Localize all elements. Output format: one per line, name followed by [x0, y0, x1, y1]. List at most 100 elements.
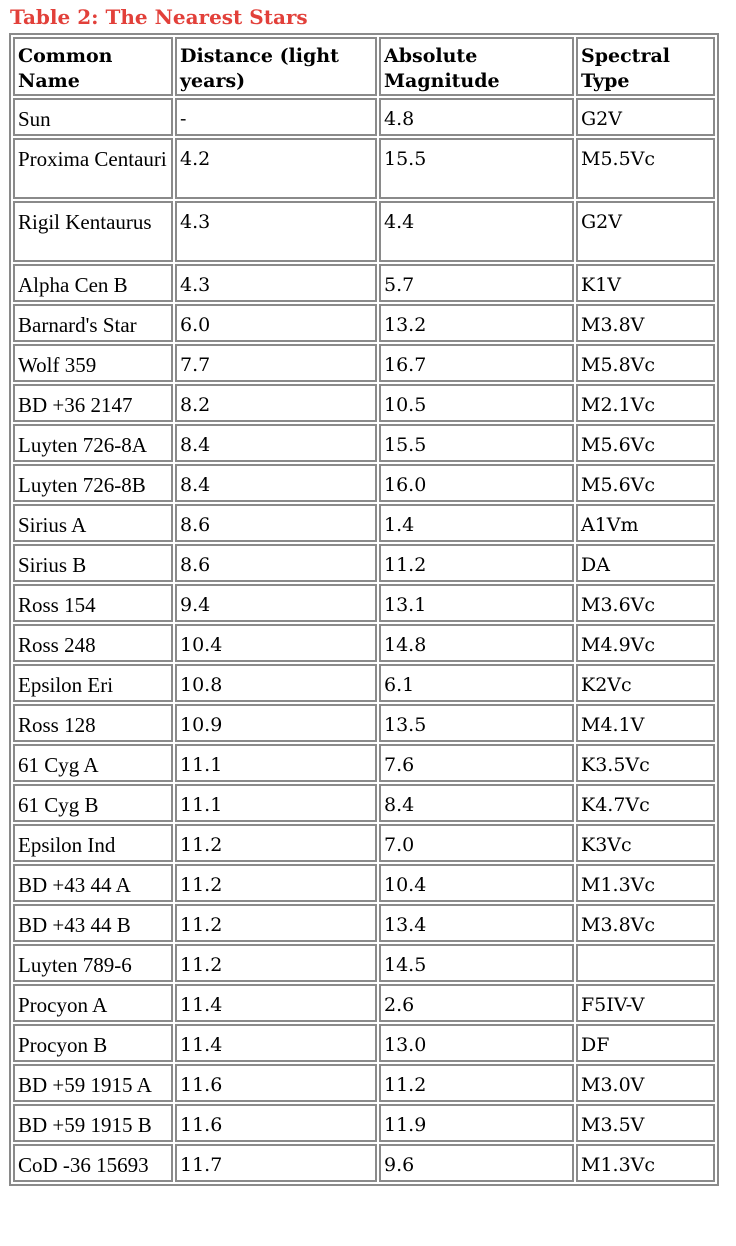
distance-cell: 7.7: [175, 344, 377, 382]
magnitude-cell: 13.0: [379, 1024, 574, 1062]
star-name-cell: Wolf 359: [13, 344, 173, 382]
magnitude-cell: 14.8: [379, 624, 574, 662]
magnitude-cell: 15.5: [379, 138, 574, 199]
distance-cell: 4.3: [175, 201, 377, 262]
magnitude-cell: 7.6: [379, 744, 574, 782]
distance-cell: 11.1: [175, 744, 377, 782]
table-row: Rigil Kentaurus 4.3 4.4 G2V: [13, 201, 715, 262]
table-row: BD +59 1915 A 11.6 11.2 M3.0V: [13, 1064, 715, 1102]
table-body: Sun -4.8 G2V Proxima Centauri 4.2 15.5 M5.5Vc R…: [13, 98, 715, 1182]
star-name-cell: Ross 128: [13, 704, 173, 742]
spectral-type-cell: K2Vc: [576, 664, 715, 702]
spectral-type-cell: [576, 944, 715, 982]
magnitude-cell: 5.7: [379, 264, 574, 302]
distance-cell: 10.4: [175, 624, 377, 662]
table-row: Ross 248 10.4 14.8 M4.9Vc: [13, 624, 715, 662]
star-name-cell: Alpha Cen B: [13, 264, 173, 302]
star-name-cell: Proxima Centauri: [13, 138, 173, 199]
distance-cell: 8.6: [175, 544, 377, 582]
distance-cell: 11.2: [175, 944, 377, 982]
star-name-cell: Luyten 726-8A: [13, 424, 173, 462]
magnitude-cell: 16.0: [379, 464, 574, 502]
star-name-cell: Sirius A: [13, 504, 173, 542]
distance-cell: 4.3: [175, 264, 377, 302]
table-row: Luyten 726-8A 8.4 15.5 M5.6Vc: [13, 424, 715, 462]
table-row: Luyten 726-8B 8.4 16.0 M5.6Vc: [13, 464, 715, 502]
distance-cell: 8.4: [175, 464, 377, 502]
distance-cell: 11.2: [175, 824, 377, 862]
distance-cell: 11.6: [175, 1064, 377, 1102]
header-spectral-type: Spectral Type: [576, 37, 715, 96]
header-common-name: Common Name: [13, 37, 173, 96]
spectral-type-cell: K3Vc: [576, 824, 715, 862]
magnitude-cell: 13.2: [379, 304, 574, 342]
distance-cell: 4.2: [175, 138, 377, 199]
distance-cell: 11.6: [175, 1104, 377, 1142]
spectral-type-cell: M5.5Vc: [576, 138, 715, 199]
distance-cell: 8.2: [175, 384, 377, 422]
spectral-type-cell: M5.8Vc: [576, 344, 715, 382]
table-row: Epsilon Eri 10.8 6.1 K2Vc: [13, 664, 715, 702]
magnitude-cell: 2.6: [379, 984, 574, 1022]
star-name-cell: Barnard's Star: [13, 304, 173, 342]
magnitude-cell: 1.4: [379, 504, 574, 542]
distance-cell: 11.4: [175, 1024, 377, 1062]
header-distance: Distance (light years): [175, 37, 377, 96]
table-row: BD +59 1915 B 11.6 11.9 M3.5V: [13, 1104, 715, 1142]
star-name-cell: Ross 248: [13, 624, 173, 662]
star-name-cell: Sun: [13, 98, 173, 136]
table-row: 61 Cyg B 11.1 8.4 K4.7Vc: [13, 784, 715, 822]
header-row: Common Name Distance (light years) Absol…: [13, 37, 715, 96]
table-row: 61 Cyg A 11.1 7.6 K3.5Vc: [13, 744, 715, 782]
distance-cell: 6.0: [175, 304, 377, 342]
table-row: Procyon B 11.4 13.0 DF: [13, 1024, 715, 1062]
distance-cell: 10.9: [175, 704, 377, 742]
table-row: Sirius B 8.6 11.2 DA: [13, 544, 715, 582]
table-row: Ross 154 9.4 13.1 M3.6Vc: [13, 584, 715, 622]
magnitude-cell: 13.5: [379, 704, 574, 742]
magnitude-cell: 10.5: [379, 384, 574, 422]
distance-cell: 9.4: [175, 584, 377, 622]
table-row: BD +36 2147 8.2 10.5 M2.1Vc: [13, 384, 715, 422]
spectral-type-cell: M3.6Vc: [576, 584, 715, 622]
table-row: Proxima Centauri 4.2 15.5 M5.5Vc: [13, 138, 715, 199]
magnitude-cell: 6.1: [379, 664, 574, 702]
distance-cell: 11.7: [175, 1144, 377, 1182]
magnitude-cell: 16.7: [379, 344, 574, 382]
magnitude-cell: 13.4: [379, 904, 574, 942]
table-row: Sirius A 8.6 1.4 A1Vm: [13, 504, 715, 542]
table-row: Procyon A 11.4 2.6 F5IV-V: [13, 984, 715, 1022]
table-row: BD +43 44 A 11.2 10.4 M1.3Vc: [13, 864, 715, 902]
spectral-type-cell: M5.6Vc: [576, 424, 715, 462]
spectral-type-cell: M1.3Vc: [576, 864, 715, 902]
distance-cell: -: [175, 98, 377, 136]
spectral-type-cell: M1.3Vc: [576, 1144, 715, 1182]
stars-table-grid: Common Name Distance (light years) Absol…: [11, 35, 717, 1184]
magnitude-cell: 7.0: [379, 824, 574, 862]
magnitude-cell: 11.2: [379, 1064, 574, 1102]
spectral-type-cell: M2.1Vc: [576, 384, 715, 422]
spectral-type-cell: M3.8V: [576, 304, 715, 342]
magnitude-cell: 10.4: [379, 864, 574, 902]
distance-cell: 10.8: [175, 664, 377, 702]
spectral-type-cell: M3.0V: [576, 1064, 715, 1102]
magnitude-cell: 11.2: [379, 544, 574, 582]
star-name-cell: Procyon A: [13, 984, 173, 1022]
table-row: Ross 128 10.9 13.5 M4.1V: [13, 704, 715, 742]
distance-cell: 8.6: [175, 504, 377, 542]
spectral-type-cell: F5IV-V: [576, 984, 715, 1022]
table-row: Sun -4.8 G2V: [13, 98, 715, 136]
star-name-cell: Ross 154: [13, 584, 173, 622]
star-name-cell: Epsilon Ind: [13, 824, 173, 862]
star-name-cell: Luyten 726-8B: [13, 464, 173, 502]
magnitude-cell: 4.8: [379, 98, 574, 136]
distance-cell: 11.2: [175, 904, 377, 942]
nearest-stars-table: Common Name Distance (light years) Absol…: [9, 33, 719, 1186]
distance-cell: 11.1: [175, 784, 377, 822]
spectral-type-cell: K1V: [576, 264, 715, 302]
star-name-cell: Rigil Kentaurus: [13, 201, 173, 262]
magnitude-cell: 11.9: [379, 1104, 574, 1142]
star-name-cell: 61 Cyg B: [13, 784, 173, 822]
magnitude-cell: 15.5: [379, 424, 574, 462]
star-name-cell: BD +43 44 B: [13, 904, 173, 942]
